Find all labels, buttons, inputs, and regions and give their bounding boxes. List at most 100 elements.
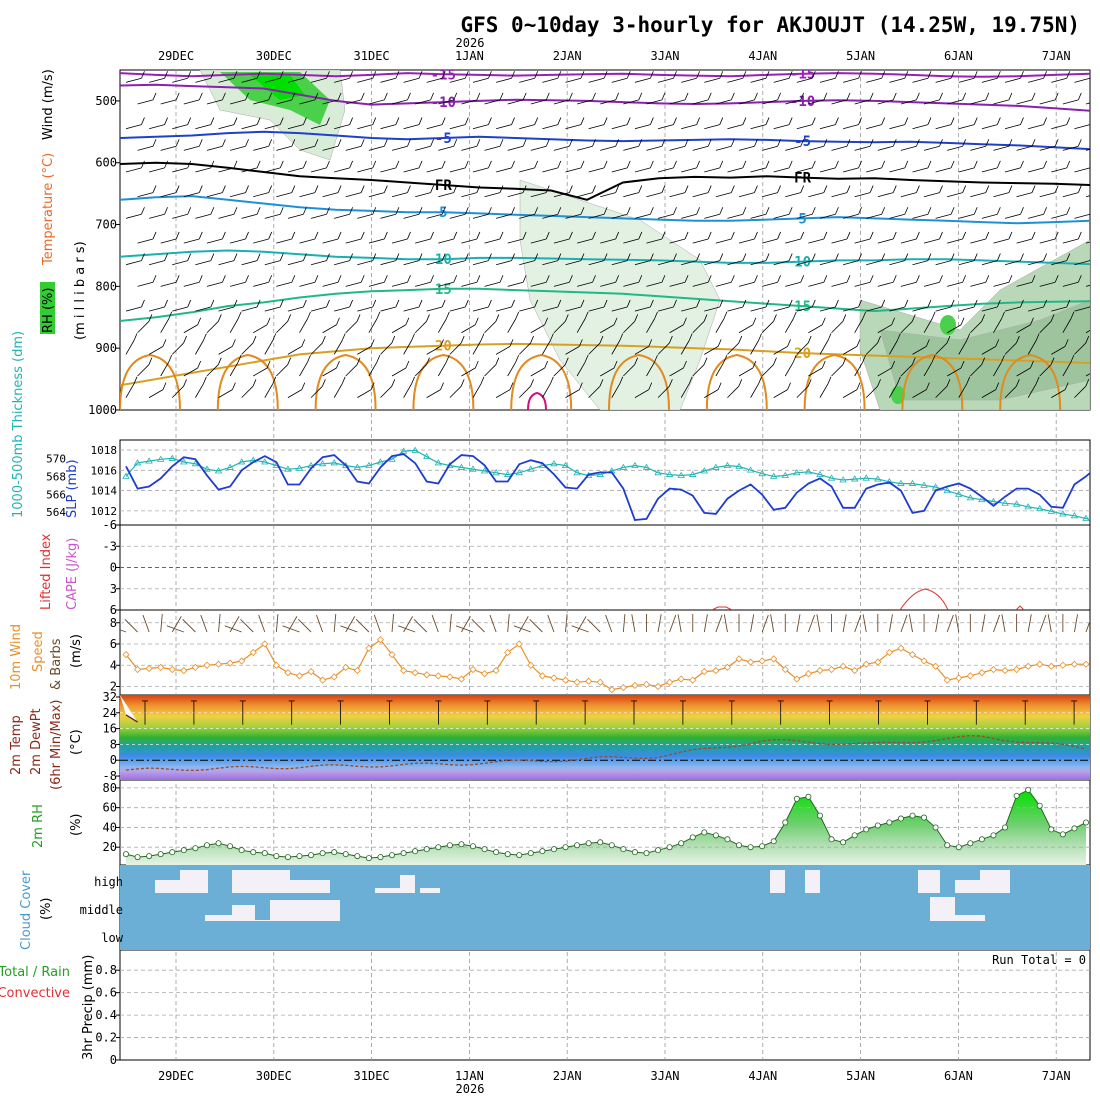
wind-barb — [299, 99, 316, 105]
wind-barb-flag — [268, 185, 273, 193]
rh2m-point — [435, 844, 442, 851]
wind-barb-10m — [171, 616, 182, 633]
cloud-mid-block — [232, 905, 255, 921]
wind-barb-10m — [807, 614, 815, 633]
wind-barb-flag — [222, 185, 226, 193]
wind-barb-flag — [337, 185, 342, 193]
rh2m-point — [643, 850, 650, 857]
wind-barb — [276, 364, 288, 377]
wind-barb — [171, 386, 184, 398]
wind-speed-point — [284, 669, 292, 677]
wind-barb — [1085, 195, 1090, 198]
wind-barb — [461, 192, 477, 198]
wind-barb-flag — [464, 117, 469, 125]
wind-barb-flag — [133, 333, 138, 341]
wind-barb-flag — [256, 160, 261, 169]
wind-barb — [461, 238, 477, 244]
thickness-point — [654, 469, 662, 476]
wind-barb — [368, 238, 385, 244]
wind-barb-flag — [1066, 117, 1071, 125]
wind-labels: 10m Wind Speed & Barbs (m/s) — [9, 624, 84, 690]
wind-speed-point — [180, 666, 188, 675]
wind-barb — [530, 145, 547, 151]
wind-barb-flag — [152, 231, 157, 240]
wind-speed-point — [1047, 662, 1055, 670]
wind-barb — [403, 340, 412, 355]
wind-barb — [507, 281, 524, 287]
wind-barb-flag — [891, 360, 896, 369]
wind-barb — [958, 306, 975, 312]
wind-barb — [403, 383, 412, 398]
wind-barb — [125, 383, 135, 398]
wind-barb — [426, 167, 443, 173]
wind-barb-flag — [164, 253, 168, 261]
wind-barb — [935, 124, 952, 130]
wind-barb-flag — [742, 117, 747, 125]
wind-barb-flag — [615, 139, 620, 147]
isotherm-label: 20 — [435, 339, 452, 355]
wind-barb-flag — [626, 299, 631, 308]
wind-barb-flag — [950, 160, 955, 169]
wind-barb — [1016, 99, 1033, 105]
date-label-bottom: 29DEC — [158, 1069, 194, 1083]
wind-barb-10m — [166, 625, 184, 633]
wind-barb-flag — [407, 139, 411, 147]
wind-barb — [854, 318, 864, 333]
wind-barb-10m — [547, 614, 555, 633]
wind-barb-flag — [719, 253, 724, 261]
wind-barb — [611, 77, 628, 83]
wind-barb — [762, 238, 778, 244]
wind-barb — [623, 364, 635, 377]
wind-barb — [750, 167, 767, 173]
wind-speed-point — [781, 665, 789, 674]
wind-speed-point — [666, 678, 674, 686]
wind-barb — [669, 281, 686, 287]
wind-barb — [773, 260, 790, 266]
date-label-top: 7JAN — [1042, 49, 1071, 63]
wind-barb-flag — [603, 253, 608, 261]
wind-barb-flag — [592, 275, 596, 283]
wind-barb-flag — [232, 339, 236, 347]
thickness-point — [214, 467, 223, 474]
wind-barb-flag — [580, 71, 585, 79]
wind-barb — [403, 213, 420, 219]
wind-barb — [912, 167, 929, 173]
wind-barb-flag — [684, 231, 689, 240]
wind-barb-flag — [1077, 275, 1082, 283]
wind-barb — [206, 145, 223, 151]
cloud-mid-block — [300, 908, 340, 921]
precip-label-total: Total / Rain — [0, 965, 70, 980]
wind-barb-flag — [337, 139, 342, 147]
wind-barb — [334, 167, 350, 173]
wind-barb-flag — [846, 139, 851, 147]
wind-barb-flag — [758, 376, 762, 384]
tick-label: 40 — [103, 820, 117, 834]
wind-barb-flag — [661, 231, 666, 240]
wind-speed-point — [631, 681, 639, 690]
temp-line — [125, 714, 138, 723]
wind-barb-flag — [453, 231, 458, 240]
wind-barb-flag — [599, 335, 604, 344]
wind-barb-10m — [200, 614, 208, 633]
cloud-high-block — [770, 870, 785, 893]
wind-speed-point — [897, 644, 905, 652]
wind-barb-flag — [1066, 160, 1071, 169]
wind-barb — [981, 260, 998, 266]
wind-barb — [241, 167, 258, 173]
wind-barb-flag — [222, 139, 226, 147]
cloud-panel — [120, 865, 1090, 950]
wind-barb — [785, 238, 801, 244]
wind-speed-point — [134, 665, 142, 674]
wind-barb — [819, 77, 836, 83]
wind-barb-10m — [275, 614, 279, 633]
wind-barb — [970, 192, 986, 198]
wind-barb-flag — [395, 117, 400, 125]
rh2m-point — [446, 842, 453, 849]
wind-barb — [843, 77, 859, 83]
wind-barb-flag — [858, 253, 862, 261]
wind-barb — [1027, 340, 1037, 355]
wind-barb-10m — [355, 618, 370, 633]
precip-label-mm: 3hr Precip (mm) — [81, 955, 96, 1060]
wind-barb — [704, 306, 720, 312]
wind-barb-flag — [1064, 382, 1069, 390]
